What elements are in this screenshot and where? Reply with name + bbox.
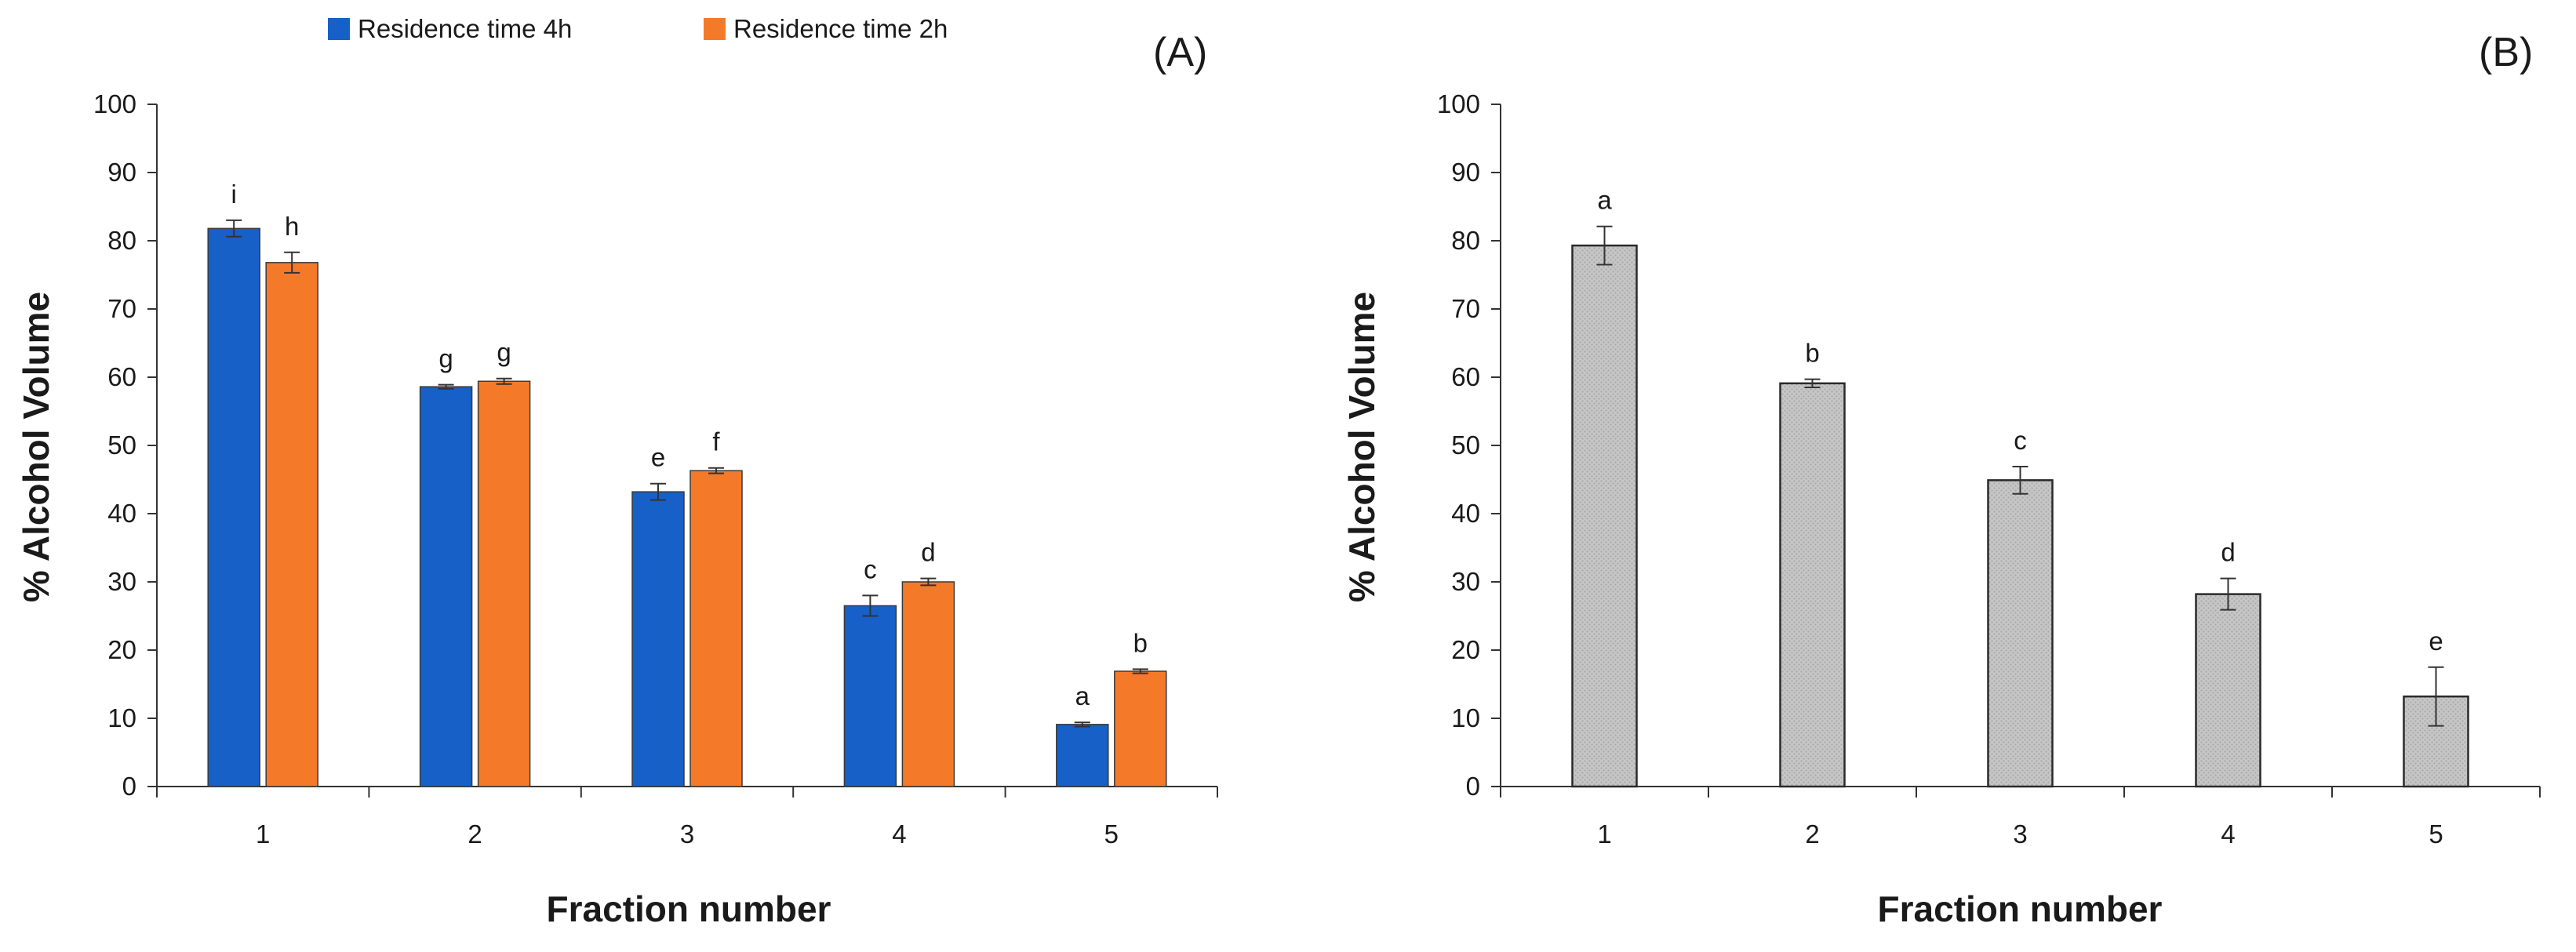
error-bar: [2220, 577, 2236, 611]
y-tick-label: 10: [1451, 703, 1480, 732]
x-tick-label: 4: [2221, 819, 2235, 848]
legend-label-4h: Residence time 4h: [358, 14, 572, 43]
bar-b-series1-fraction1: [1571, 244, 1638, 788]
bar-a-series2-fraction5: [1114, 670, 1167, 787]
y-tick-label: 70: [107, 294, 136, 323]
y-tick-label: 70: [1451, 294, 1480, 323]
bar-a-series1-fraction5: [1056, 724, 1109, 787]
y-tick-label: 100: [93, 89, 136, 118]
y-tick-label: 100: [1437, 89, 1480, 118]
x-tick-label: 2: [468, 819, 482, 848]
significance-letter: h: [285, 212, 299, 241]
significance-letter: f: [712, 427, 720, 456]
x-tick-label: 3: [2013, 819, 2027, 848]
y-tick-label: 60: [107, 362, 136, 391]
significance-letter: e: [2429, 627, 2443, 656]
y-tick-label: 40: [1451, 499, 1480, 528]
legend-label-2h: Residence time 2h: [733, 14, 948, 43]
error-bar: [2428, 666, 2444, 727]
bar-a-series2-fraction4: [901, 581, 955, 787]
y-tick-label: 60: [1451, 362, 1480, 391]
x-tick-label: 4: [892, 819, 906, 848]
significance-letter: d: [921, 538, 935, 567]
significance-letter: c: [864, 554, 877, 583]
bar-a-series1-fraction4: [843, 605, 897, 787]
x-tick-label: 5: [2429, 819, 2443, 848]
y-tick-label: 40: [107, 499, 136, 528]
panel-a: (A) % Alcohol Volume Fraction number 0 10…: [16, 30, 1218, 929]
significance-letter: e: [651, 443, 665, 472]
x-tick-label: 1: [256, 819, 270, 848]
y-tick-label: 30: [1451, 567, 1480, 596]
y-axis-title-a: % Alcohol Volume: [16, 292, 56, 602]
y-tick-label: 90: [107, 158, 136, 187]
error-bar: [438, 383, 454, 390]
x-tick-label: 3: [680, 819, 694, 848]
y-tick-label: 80: [107, 226, 136, 255]
bar-a-series1-fraction3: [631, 491, 685, 787]
y-tick-label: 0: [1466, 772, 1480, 801]
panel-label-a: (A): [1153, 30, 1207, 75]
error-bar: [920, 577, 937, 587]
significance-letter: c: [2014, 426, 2027, 455]
error-bar: [708, 467, 724, 474]
error-bar: [1132, 668, 1148, 674]
panel-label-b: (B): [2479, 30, 2533, 75]
bar-a-series2-fraction1: [265, 262, 318, 787]
y-axis-title-b: % Alcohol Volume: [1341, 292, 1382, 602]
y-tick-label: 50: [1451, 431, 1480, 460]
significance-letter: d: [2221, 538, 2235, 567]
y-tick-label: 20: [107, 635, 136, 664]
y-tick-label: 10: [107, 703, 136, 732]
y-tick-label: 50: [107, 431, 136, 460]
significance-letter: g: [497, 338, 511, 367]
y-tick-label: 80: [1451, 226, 1480, 255]
bar-a-series2-fraction2: [477, 380, 531, 787]
y-tick-label: 20: [1451, 635, 1480, 664]
error-bar: [862, 594, 879, 617]
bar-a-series2-fraction3: [689, 470, 743, 787]
significance-letter: b: [1133, 628, 1148, 657]
significance-letter: a: [1597, 186, 1612, 215]
error-bar: [1074, 721, 1090, 728]
error-bar: [650, 482, 666, 501]
bar-b-series1-fraction2: [1779, 382, 1846, 788]
y-tick-label: 90: [1451, 158, 1480, 187]
y-tick-label: 0: [122, 772, 136, 801]
error-bar: [226, 219, 242, 238]
error-bar: [2012, 465, 2028, 495]
significance-letter: b: [1805, 339, 1819, 368]
bar-a-series1-fraction1: [207, 227, 260, 787]
significance-letter: i: [231, 180, 237, 209]
legend-swatch-4h: [328, 18, 350, 40]
x-tick-label: 2: [1805, 819, 1819, 848]
bar-b-series1-fraction4: [2195, 593, 2261, 788]
error-bar: [496, 377, 512, 385]
x-axis-title-a: Fraction number: [547, 888, 831, 929]
significance-letter: g: [438, 344, 453, 373]
x-tick-label: 1: [1597, 819, 1611, 848]
error-bar: [1596, 225, 1613, 266]
legend-swatch-2h: [704, 18, 726, 40]
x-axis-title-b: Fraction number: [1878, 888, 2163, 929]
legend: Residence time 4h Residence time 2h: [328, 14, 948, 43]
bar-a-series1-fraction2: [419, 386, 473, 787]
x-tick-label: 5: [1104, 819, 1119, 848]
error-bar: [1804, 378, 1821, 389]
bar-b-series1-fraction3: [1987, 479, 2054, 788]
y-tick-label: 30: [107, 567, 136, 596]
panel-b: (B) % Alcohol Volume Fraction number 0 10…: [1341, 30, 2541, 929]
error-bar: [284, 251, 300, 274]
significance-letter: a: [1075, 681, 1090, 710]
